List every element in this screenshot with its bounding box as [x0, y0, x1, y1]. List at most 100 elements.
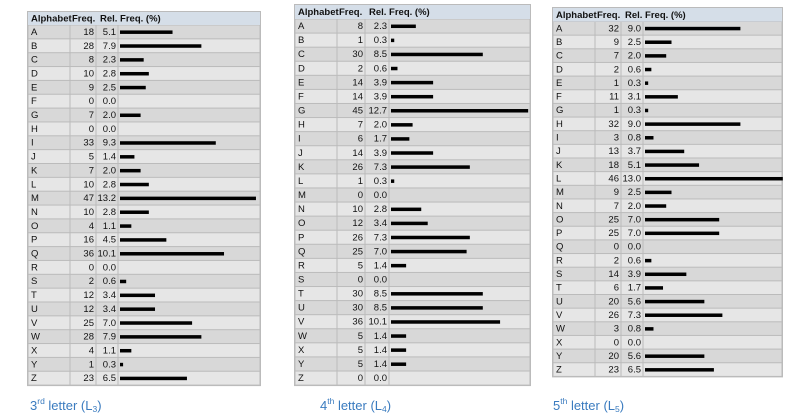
cell-bg [96, 67, 118, 80]
cell-bg [621, 35, 643, 49]
cell-bg [643, 254, 782, 267]
cell-bg [389, 202, 530, 216]
cell-bg [70, 316, 96, 330]
freq-cell: 0 [89, 96, 94, 107]
freq-bar [391, 24, 416, 29]
letter-cell: T [298, 289, 304, 300]
rel-freq-cell: 7.3 [628, 310, 641, 321]
letter-cell: X [556, 337, 563, 348]
freq-cell: 20 [608, 351, 619, 362]
freq-cell: 11 [609, 92, 619, 103]
freq-cell: 0 [358, 373, 363, 384]
freq-cell: 10 [83, 207, 94, 218]
rel-freq-cell: 1.4 [374, 331, 387, 342]
freq-bar [391, 165, 470, 169]
cell-bg [70, 67, 96, 80]
letter-cell: R [298, 260, 305, 271]
freq-cell: 1 [358, 176, 363, 187]
rel-freq-cell: 0.0 [103, 124, 116, 135]
cell-bg [643, 35, 782, 49]
letter-cell: G [31, 110, 38, 121]
cell-bg [595, 103, 621, 117]
freq-cell: 0 [89, 262, 94, 273]
freq-cell: 25 [608, 228, 619, 239]
cell-bg [553, 76, 595, 90]
freq-bar [645, 176, 783, 181]
freq-bar [120, 376, 187, 381]
freq-cell: 30 [352, 289, 363, 300]
freq-cell: 18 [608, 160, 619, 171]
cell-bg [337, 61, 365, 75]
cell-bg [595, 76, 621, 90]
cell-bg [295, 103, 337, 118]
cell-bg [389, 216, 530, 230]
letter-cell: H [31, 124, 38, 135]
cell-bg [96, 247, 118, 260]
cell-bg [553, 199, 595, 213]
rel-freq-cell: 9.0 [628, 23, 641, 34]
header-cell: Freq. [597, 10, 620, 21]
freq-cell: 23 [83, 373, 94, 384]
freq-cell: 0 [358, 274, 363, 285]
caption: 3rd letter (L3) [30, 396, 102, 414]
cell-bg [337, 118, 365, 132]
header-cell: Alphabet [298, 7, 339, 18]
freq-bar [645, 204, 667, 208]
rel-freq-cell: 0.0 [103, 262, 116, 273]
cell-bg [295, 343, 337, 357]
cell-bg [365, 103, 389, 118]
freq-bar [120, 182, 149, 187]
cell-bg [621, 322, 643, 335]
caption: 5th letter (L5) [553, 396, 624, 414]
caption-suffix: th [560, 396, 567, 406]
freq-cell: 6 [614, 283, 619, 294]
rel-freq-cell: 12.7 [369, 106, 388, 117]
freq-cell: 25 [352, 246, 363, 257]
letter-cell: C [31, 55, 38, 66]
freq-cell: 5 [358, 331, 363, 342]
rel-freq-cell: 3.9 [628, 269, 641, 280]
cell-bg [621, 226, 643, 240]
cell-bg [70, 94, 96, 108]
freq-cell: 20 [608, 296, 619, 307]
cell-bg [595, 144, 621, 158]
freq-cell: 30 [352, 49, 363, 60]
cell-bg [295, 244, 337, 258]
caption: 4th letter (L4) [320, 396, 391, 414]
freq-cell: 26 [352, 162, 363, 173]
rel-freq-cell: 0.6 [374, 63, 387, 74]
freq-bar [645, 286, 664, 290]
letter-cell: Y [31, 359, 38, 370]
cell-bg [595, 62, 621, 76]
letter-cell: X [31, 345, 38, 356]
freq-cell: 47 [83, 193, 94, 204]
caption-number: 5 [553, 398, 560, 413]
freq-cell: 25 [83, 318, 94, 329]
header-bg [295, 5, 530, 19]
cell-bg [28, 344, 70, 357]
freq-bar [645, 217, 720, 222]
cell-bg [595, 349, 621, 363]
caption-suffix: rd [37, 396, 45, 406]
freq-cell: 26 [608, 310, 619, 321]
freq-cell: 4 [89, 345, 94, 356]
cell-bg [28, 288, 70, 302]
cell-bg [96, 330, 118, 344]
cell-bg [621, 240, 643, 254]
cell-bg [365, 118, 389, 132]
letter-cell: I [556, 133, 559, 144]
cell-bg [118, 80, 260, 94]
cell-bg [337, 216, 365, 230]
caption-text: letter (L [334, 398, 382, 413]
cell-bg [70, 247, 96, 260]
freq-cell: 5 [358, 260, 363, 271]
cell-bg [621, 199, 643, 213]
letter-cell: O [556, 214, 563, 225]
letter-cell: M [556, 187, 564, 198]
freq-bar [391, 94, 434, 99]
cell-bg [643, 322, 782, 335]
cell-bg [365, 371, 389, 385]
cell-bg [365, 89, 389, 103]
cell-bg [70, 53, 96, 67]
